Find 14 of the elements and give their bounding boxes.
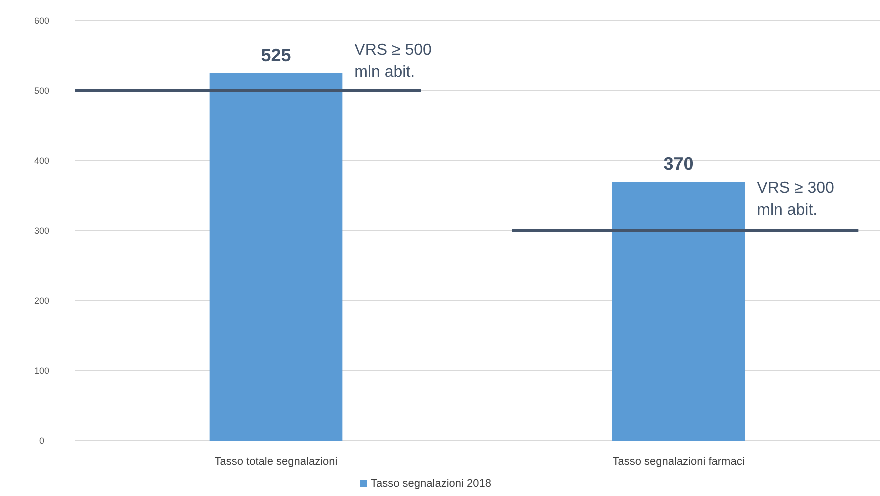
- y-tick-label: 500: [34, 86, 50, 96]
- legend-label: Tasso segnalazioni 2018: [371, 478, 492, 490]
- y-tick-label: 0: [39, 436, 45, 446]
- y-tick-label: 100: [34, 366, 50, 376]
- x-tick-label: Tasso segnalazioni farmaci: [612, 456, 745, 468]
- data-label: 370: [664, 154, 694, 174]
- y-tick-label: 400: [34, 156, 50, 166]
- x-tick-label: Tasso totale segnalazioni: [214, 456, 338, 468]
- ref-line-label: VRS ≥ 500 mln abit.: [354, 42, 432, 81]
- y-tick-label: 600: [34, 16, 50, 26]
- data-label: 525: [261, 46, 292, 66]
- y-tick-label: 300: [34, 226, 50, 236]
- y-tick-label: 200: [34, 296, 50, 306]
- ref-line-label: VRS ≥ 300 mln abit.: [757, 180, 835, 219]
